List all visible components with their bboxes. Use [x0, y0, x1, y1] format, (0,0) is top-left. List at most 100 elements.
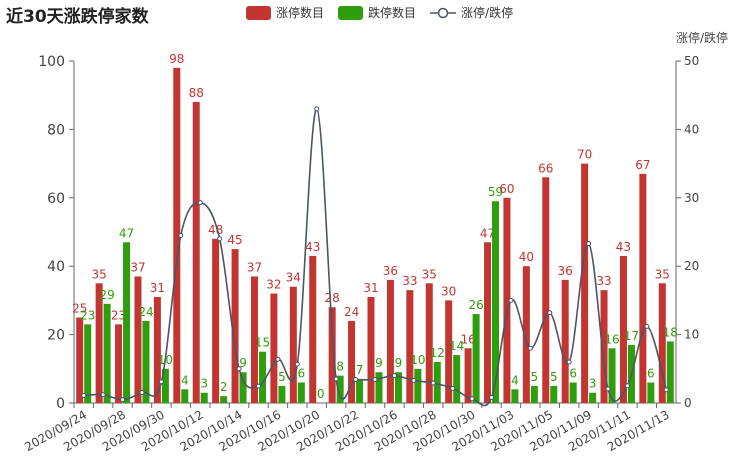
- data-label-limit-down: 4: [511, 373, 519, 387]
- data-label-limit-up: 30: [441, 284, 456, 298]
- chart-title: 近30天涨跌停家数: [6, 7, 149, 27]
- data-label-limit-up: 35: [91, 267, 106, 281]
- data-label-limit-down: 8: [336, 360, 344, 374]
- ratio-point: [430, 380, 436, 386]
- bar-limit-up: [561, 279, 569, 403]
- data-label-limit-up: 35: [422, 267, 437, 281]
- bar-limit-down: [336, 375, 344, 403]
- data-label-limit-up: 31: [150, 281, 165, 295]
- data-label-limit-up: 70: [577, 148, 592, 162]
- data-label-limit-down: 29: [99, 288, 114, 302]
- bar-limit-up: [406, 290, 414, 403]
- bar-limit-down: [142, 320, 150, 403]
- data-label-limit-up: 36: [558, 264, 573, 278]
- ratio-point: [197, 200, 203, 206]
- bar-limit-up: [542, 177, 550, 403]
- legend-item-limit-up[interactable]: 涨停数目: [246, 4, 324, 21]
- ratio-point: [236, 366, 242, 372]
- data-label-limit-down: 5: [531, 370, 539, 384]
- data-label-limit-down: 3: [589, 377, 597, 391]
- legend-item-limit-down[interactable]: 跌停数目: [338, 4, 416, 21]
- bar-limit-up: [134, 276, 142, 403]
- ratio-point: [663, 387, 669, 393]
- y-right-tick-label: 10: [684, 328, 699, 342]
- y-right-tick-label: 50: [684, 54, 699, 68]
- legend-item-ratio[interactable]: 涨停/跌停: [430, 4, 513, 21]
- bar-limit-down: [278, 385, 286, 403]
- data-label-limit-down: 5: [278, 370, 286, 384]
- data-label-limit-up: 37: [247, 260, 262, 274]
- data-label-limit-up: 66: [538, 161, 553, 175]
- data-label-limit-down: 6: [298, 366, 306, 380]
- data-label-limit-up: 48: [208, 223, 223, 237]
- data-label-limit-down: 23: [80, 308, 95, 322]
- ratio-point: [508, 297, 514, 303]
- data-label-limit-down: 17: [624, 329, 639, 343]
- bar-limit-down: [589, 392, 597, 403]
- ratio-point: [372, 376, 378, 382]
- ratio-point: [81, 393, 87, 399]
- data-label-limit-down: 0: [317, 387, 325, 401]
- bar-limit-down: [200, 392, 208, 403]
- legend-swatch-red: [246, 5, 271, 20]
- ratio-point: [100, 392, 106, 398]
- bar-limit-down: [356, 379, 364, 403]
- bar-limit-up: [192, 102, 200, 403]
- data-label-limit-up: 43: [305, 240, 320, 254]
- bar-limit-down: [666, 341, 674, 403]
- data-label-limit-down: 2: [220, 380, 228, 394]
- bar-limit-up: [581, 163, 589, 403]
- bar-limit-up: [289, 286, 297, 403]
- legend-label-ratio: 涨停/跌停: [461, 6, 514, 20]
- data-label-limit-down: 10: [410, 353, 425, 367]
- data-label-limit-down: 7: [356, 363, 364, 377]
- ratio-point: [217, 236, 223, 242]
- data-label-limit-down: 9: [239, 356, 247, 370]
- bar-limit-up: [425, 283, 433, 403]
- data-label-limit-down: 14: [449, 339, 464, 353]
- bar-limit-down: [608, 348, 616, 403]
- bar-limit-up: [250, 276, 258, 403]
- ratio-point: [624, 383, 630, 389]
- bar-limit-down: [492, 201, 500, 403]
- bar-limit-up: [445, 300, 453, 403]
- bar-limit-down: [220, 396, 228, 403]
- bar-limit-up: [76, 317, 84, 403]
- data-label-limit-down: 16: [604, 332, 619, 346]
- y-left-tick-label: 60: [47, 191, 65, 207]
- bar-limit-down: [181, 389, 189, 403]
- bar-limit-up: [95, 283, 103, 403]
- legend-swatch-green: [338, 5, 364, 20]
- data-label-limit-up: 43: [616, 240, 631, 254]
- data-label-limit-down: 3: [200, 377, 208, 391]
- bar-limit-down: [472, 314, 480, 403]
- y-left-tick-label: 40: [47, 259, 65, 275]
- bar-limit-down: [453, 355, 461, 403]
- ratio-point: [178, 232, 184, 238]
- bar-limit-up: [328, 307, 336, 403]
- bar-limit-down: [550, 385, 558, 403]
- data-label-limit-up: 24: [344, 305, 359, 319]
- data-label-limit-up: 33: [596, 274, 611, 288]
- bar-limit-up: [600, 290, 608, 403]
- ratio-point: [411, 377, 417, 383]
- bar-limit-up: [173, 67, 181, 403]
- ratio-point: [255, 383, 261, 389]
- data-label-limit-up: 23: [111, 308, 126, 322]
- y-right-tick-label: 0: [684, 396, 692, 410]
- y-left-tick-label: 0: [56, 396, 65, 412]
- data-label-limit-up: 36: [383, 264, 398, 278]
- data-label-limit-up: 16: [460, 332, 475, 346]
- bar-limit-down: [84, 324, 92, 403]
- bar-limit-up: [464, 348, 472, 403]
- bar-limit-up: [270, 293, 278, 403]
- legend-label-limit-down: 跌停数目: [368, 6, 417, 20]
- data-label-limit-up: 31: [363, 281, 378, 295]
- data-label-limit-up: 98: [169, 52, 184, 66]
- data-label-limit-down: 9: [395, 356, 403, 370]
- ratio-point: [120, 397, 126, 403]
- bar-limit-down: [161, 368, 169, 403]
- bar-limit-down: [394, 372, 402, 403]
- bar-limit-up: [503, 197, 511, 403]
